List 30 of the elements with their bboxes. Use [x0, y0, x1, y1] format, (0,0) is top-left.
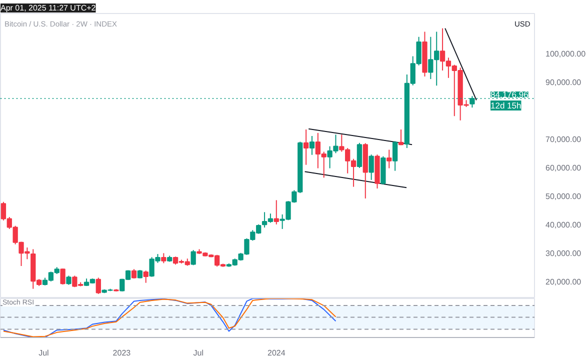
candlestick: [398, 128, 404, 146]
y-tick-label: 30,000.00: [546, 248, 582, 258]
y-tick-label: 20,000.00: [546, 277, 582, 286]
candlestick: [274, 200, 279, 225]
candlestick: [309, 136, 315, 156]
y-tick-label: 60,000.00: [546, 163, 582, 172]
candlestick: [356, 142, 362, 168]
y-tick-label: 40,000.00: [546, 220, 582, 230]
text: Apr 01, 2025 11:27 UTC+2: [0, 4, 96, 12]
annotation: 12d 15h: [490, 100, 522, 110]
y-tick-label: 50,000.00: [546, 192, 582, 201]
candlestick: [190, 250, 196, 266]
y-tick-label: 70,000.00: [546, 134, 582, 144]
candlestick: [60, 268, 66, 286]
candlestick: [66, 275, 72, 286]
candlestick: [161, 252, 166, 264]
candlestick: [392, 140, 398, 172]
x-tick-label: Jul: [38, 348, 50, 358]
x-tick-label: 2024: [268, 348, 286, 358]
candlestick: [131, 268, 137, 280]
x-tick-label: 2023: [112, 348, 132, 358]
candlestick: [368, 154, 374, 180]
x-tick-label: Jul: [193, 348, 204, 358]
ref-line-label: 84,176.96: [490, 89, 529, 100]
candlestick: [303, 128, 309, 166]
candlestick: [143, 270, 148, 284]
y-tick-label: 100,000.00: [546, 49, 586, 58]
y-tick-label: 90,000.00: [546, 78, 582, 87]
candlestick: [96, 277, 101, 294]
candlestick: [386, 149, 392, 169]
